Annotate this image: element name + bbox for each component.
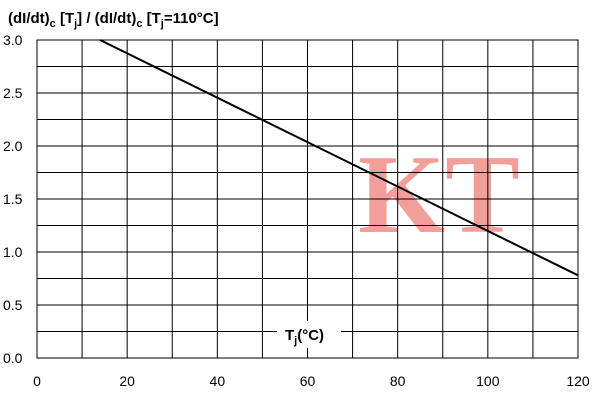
y-tick-label: 3.0 bbox=[3, 32, 23, 48]
x-axis-label-unit: (°C) bbox=[297, 327, 324, 344]
x-tick-label: 0 bbox=[33, 373, 41, 389]
title-part-c: ] / (dI/dt) bbox=[77, 10, 136, 27]
y-tick-label: 2.5 bbox=[3, 85, 23, 101]
title-part-e: =110°C] bbox=[164, 10, 219, 27]
x-tick-label: 120 bbox=[566, 373, 590, 389]
title-part-b: [T bbox=[56, 10, 74, 27]
plot-frame bbox=[36, 39, 579, 359]
title-part-a: (dI/dt) bbox=[8, 10, 50, 27]
title-part-d: [T bbox=[142, 10, 160, 27]
series-line-1 bbox=[99, 39, 579, 277]
title-sub-c: c bbox=[136, 18, 142, 30]
y-tick-label: 0.5 bbox=[3, 297, 23, 313]
series-layer bbox=[99, 39, 579, 277]
watermark-logo: KT bbox=[358, 133, 520, 257]
x-axis-label-main: T bbox=[285, 327, 294, 344]
y-tick-label: 0.0 bbox=[3, 350, 23, 366]
chart-title: (dI/dt)c [Tj] / (dI/dt)c [Tj=110°C] bbox=[8, 10, 219, 30]
y-tick-label: 2.0 bbox=[3, 138, 23, 154]
y-tick-label: 1.0 bbox=[3, 244, 23, 260]
x-tick-label: 60 bbox=[300, 373, 316, 389]
title-sub-a: c bbox=[50, 18, 56, 30]
x-tick-label: 80 bbox=[390, 373, 406, 389]
x-tick-label: 20 bbox=[119, 373, 135, 389]
x-tick-label: 100 bbox=[476, 373, 500, 389]
y-tick-label: 1.5 bbox=[3, 191, 23, 207]
x-axis-label-background bbox=[277, 321, 341, 348]
title-sub-b: j bbox=[73, 18, 77, 30]
title-sub-d: j bbox=[160, 18, 164, 30]
x-axis-label: Tj(°C) bbox=[285, 327, 324, 347]
x-tick-label: 40 bbox=[210, 373, 226, 389]
x-axis-label-sub: j bbox=[293, 335, 297, 347]
grid bbox=[37, 40, 578, 358]
x-tick-labels: 0 20 40 60 80 100 120 bbox=[33, 373, 590, 389]
y-tick-labels: 0.0 0.5 1.0 1.5 2.0 2.5 3.0 bbox=[3, 32, 23, 366]
